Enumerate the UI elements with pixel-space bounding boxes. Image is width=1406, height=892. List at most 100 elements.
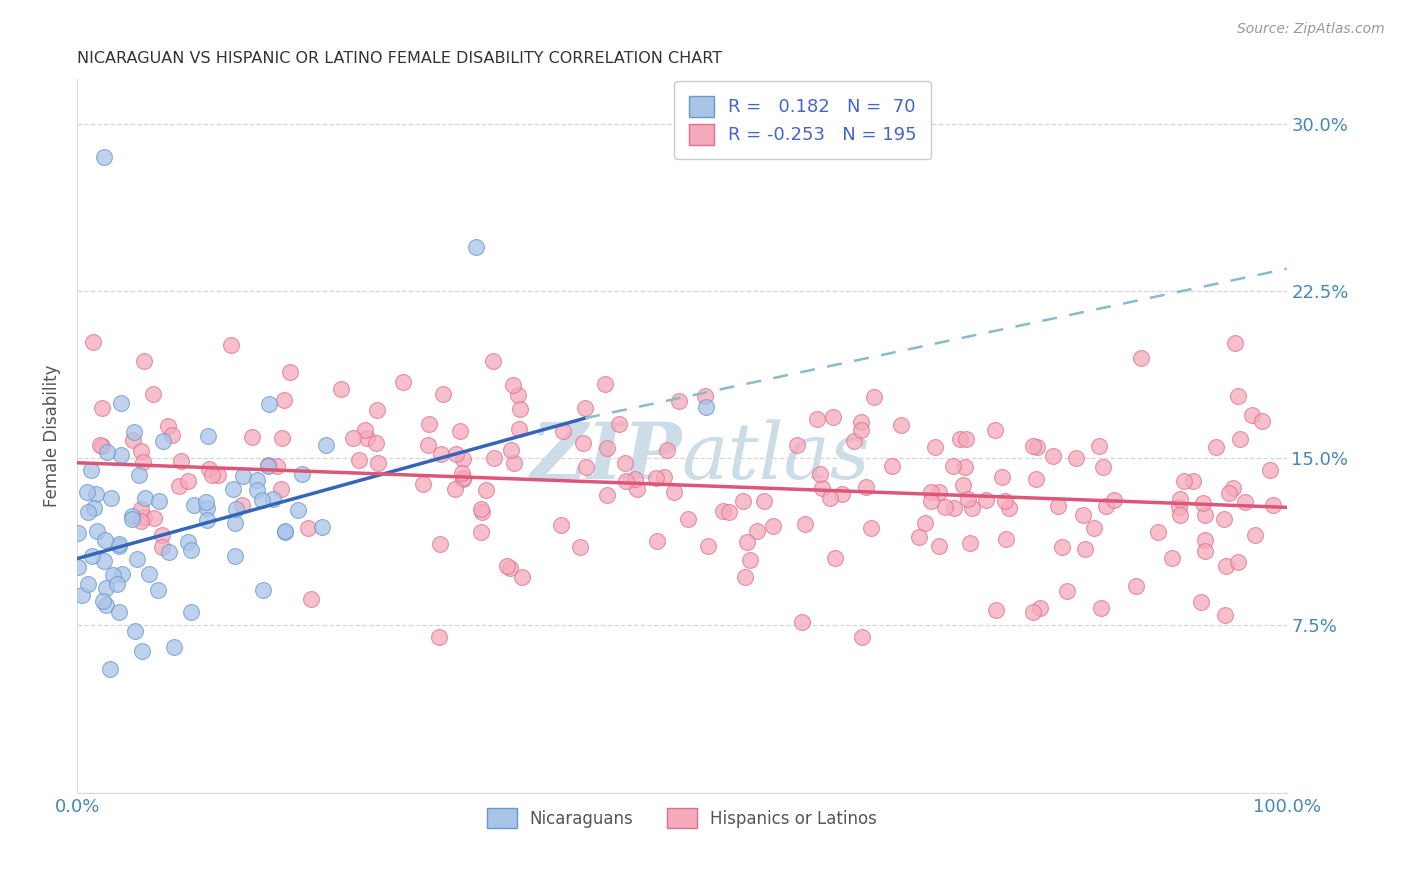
Point [367, 456, 389, 470]
Point [451, 467, 474, 481]
Point [1056, 584, 1078, 599]
Point [142, 387, 165, 401]
Point [1234, 495, 1257, 509]
Point [250, 493, 273, 508]
Point [626, 482, 648, 496]
Point [1147, 525, 1170, 540]
Point [98, 662, 121, 676]
Point [156, 419, 179, 434]
Point [246, 483, 269, 497]
Point [1025, 472, 1047, 486]
Point [342, 431, 364, 445]
Point [129, 514, 152, 528]
Point [257, 458, 280, 472]
Point [470, 502, 492, 516]
Point [91, 594, 114, 608]
Point [808, 467, 831, 481]
Point [1168, 491, 1191, 506]
Point [366, 403, 388, 417]
Point [1073, 541, 1095, 556]
Point [994, 493, 1017, 508]
Point [138, 566, 160, 581]
Point [121, 509, 143, 524]
Point [110, 396, 132, 410]
Point [347, 452, 370, 467]
Point [496, 558, 519, 573]
Point [194, 495, 217, 509]
Point [170, 453, 193, 467]
Point [508, 422, 530, 436]
Point [849, 423, 872, 437]
Point [167, 479, 190, 493]
Point [77, 505, 100, 519]
Point [273, 392, 295, 407]
Point [451, 451, 474, 466]
Point [928, 485, 950, 500]
Point [823, 410, 845, 425]
Point [146, 583, 169, 598]
Point [952, 478, 974, 492]
Point [84, 487, 107, 501]
Point [920, 493, 942, 508]
Point [1173, 474, 1195, 488]
Text: NICARAGUAN VS HISPANIC OR LATINO FEMALE DISABILITY CORRELATION CHART: NICARAGUAN VS HISPANIC OR LATINO FEMALE … [77, 51, 723, 66]
Point [1091, 460, 1114, 475]
Point [990, 469, 1012, 483]
Point [427, 630, 450, 644]
Point [110, 448, 132, 462]
Point [762, 519, 785, 533]
Point [959, 536, 981, 550]
Point [1050, 540, 1073, 554]
Point [67, 526, 90, 541]
Point [270, 431, 292, 445]
Point [1227, 555, 1250, 569]
Point [693, 389, 716, 403]
Point [270, 482, 292, 496]
Point [143, 511, 166, 525]
Point [1125, 578, 1147, 592]
Text: Source: ZipAtlas.com: Source: ZipAtlas.com [1237, 22, 1385, 37]
Point [391, 375, 413, 389]
Text: atlas: atlas [682, 419, 870, 496]
Point [231, 499, 253, 513]
Point [647, 533, 669, 548]
Point [1223, 335, 1246, 350]
Point [183, 498, 205, 512]
Point [510, 570, 533, 584]
Point [291, 467, 314, 481]
Point [83, 501, 105, 516]
Point [252, 582, 274, 597]
Point [914, 516, 936, 530]
Point [551, 425, 574, 439]
Point [607, 417, 630, 431]
Point [86, 524, 108, 538]
Point [1240, 408, 1263, 422]
Point [984, 423, 1007, 437]
Point [219, 338, 242, 352]
Point [418, 417, 440, 431]
Point [955, 432, 977, 446]
Point [432, 387, 454, 401]
Point [1244, 527, 1267, 541]
Point [1064, 451, 1087, 466]
Point [444, 482, 467, 496]
Point [180, 605, 202, 619]
Point [831, 487, 853, 501]
Point [842, 434, 865, 448]
Point [134, 510, 156, 524]
Point [942, 459, 965, 474]
Point [596, 488, 619, 502]
Point [470, 524, 492, 539]
Point [1205, 440, 1227, 454]
Point [224, 516, 246, 530]
Point [1260, 463, 1282, 477]
Point [105, 576, 128, 591]
Point [1218, 486, 1240, 500]
Point [1102, 492, 1125, 507]
Point [1083, 521, 1105, 535]
Point [93, 553, 115, 567]
Legend: Nicaraguans, Hispanics or Latinos: Nicaraguans, Hispanics or Latinos [479, 802, 884, 834]
Point [246, 473, 269, 487]
Point [740, 553, 762, 567]
Point [197, 429, 219, 443]
